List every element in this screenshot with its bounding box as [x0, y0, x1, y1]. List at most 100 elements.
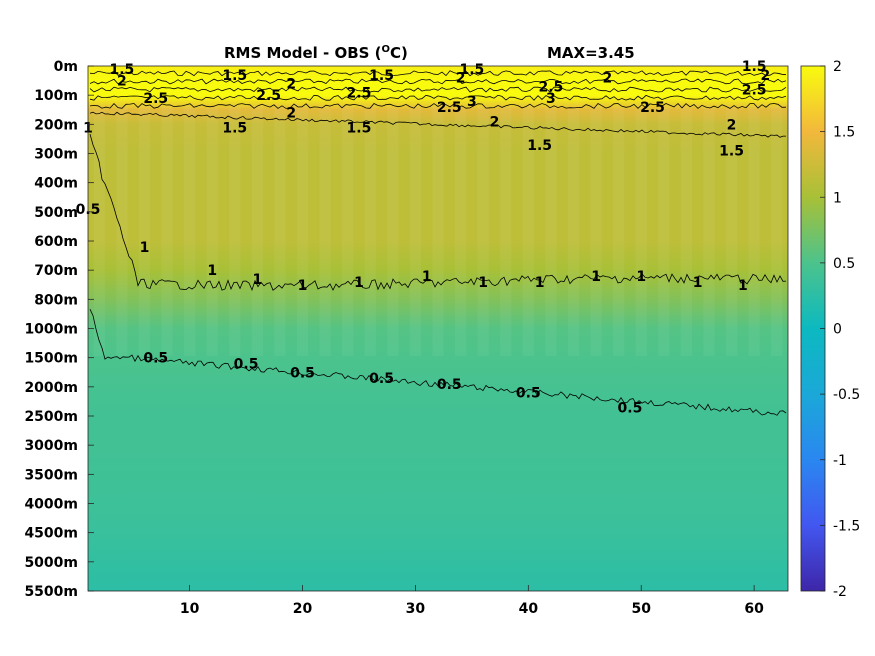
contour-label: 2 — [456, 71, 466, 87]
contour-label: 0.5 — [618, 400, 643, 416]
colorbar-tick-label: -2 — [833, 584, 847, 600]
contour-label: 1.5 — [527, 138, 552, 154]
contour-label: 1.5 — [347, 120, 372, 136]
contour-label: 0.5 — [516, 386, 541, 402]
field-stripe — [93, 106, 105, 356]
contour-label: 2.5 — [256, 88, 281, 104]
x-tick-label: 20 — [293, 601, 313, 617]
field-stripe — [477, 106, 489, 356]
field-stripe — [319, 106, 331, 356]
contour-label: 2.5 — [742, 82, 767, 98]
contour-label: 0.5 — [437, 377, 462, 393]
y-tick-label: 400m — [34, 176, 78, 192]
contour-label: 1 — [693, 275, 703, 291]
contour-label: 1.5 — [719, 144, 744, 160]
colorbar-tick-label: -1 — [833, 453, 847, 469]
contour-label: 1 — [478, 275, 488, 291]
contour-label: 1 — [422, 269, 432, 285]
chart-title: RMS Model - OBS (OC) — [224, 44, 408, 62]
colorbar-tick-label: 0 — [833, 322, 842, 338]
contour-line-1.5 — [89, 111, 786, 138]
field-stripe — [409, 106, 422, 356]
colorbar-gradient — [800, 65, 826, 592]
contour-label: 1 — [298, 278, 308, 294]
contour-label: 3 — [546, 91, 556, 107]
x-tick-label: 30 — [406, 601, 426, 617]
field-stripe — [387, 106, 399, 356]
contour-label: 2.5 — [640, 100, 665, 116]
field-stripe — [500, 106, 512, 356]
contour-label: 1.5 — [742, 59, 767, 75]
x-tick-label: 50 — [631, 601, 651, 617]
field-stripe — [138, 106, 151, 356]
contour-label: 2.5 — [538, 79, 563, 95]
contour-label: 1 — [535, 275, 545, 291]
y-tick-label: 4000m — [24, 497, 78, 513]
field-stripe — [748, 106, 760, 356]
contour-label: 2 — [602, 71, 612, 87]
field-stripe — [342, 106, 354, 356]
colorbar-tick-label: 1.5 — [833, 125, 855, 141]
field-stripe — [658, 106, 670, 356]
y-tick-label: 800m — [34, 292, 78, 308]
colorbar-tick-label: -1.5 — [833, 518, 860, 534]
contour-label: 2.5 — [347, 85, 372, 101]
field-stripe — [771, 106, 783, 356]
x-tick-label: 60 — [744, 601, 764, 617]
colorbar-tick-label: -0.5 — [833, 387, 860, 403]
y-tick-label: 0m — [54, 59, 78, 75]
contour-label: 0.5 — [143, 351, 168, 367]
field-stripe — [590, 106, 602, 356]
colorbar-tick-label: 0.5 — [833, 256, 855, 272]
field-stripe — [116, 106, 128, 356]
contour-label: 1 — [140, 240, 150, 256]
contour-label: 1.5 — [222, 120, 247, 136]
field-stripe — [432, 106, 444, 356]
y-tick-label: 2000m — [24, 380, 78, 396]
field-stripe — [545, 106, 557, 356]
contour-label: 0.5 — [369, 371, 394, 387]
y-tick-label: 3500m — [24, 467, 78, 483]
field-stripe — [703, 106, 715, 356]
colorbar-tick-label: 2 — [833, 59, 842, 75]
y-tick-label: 700m — [34, 263, 78, 279]
contour-label: 1 — [252, 272, 262, 288]
field-stripe — [229, 106, 241, 356]
field-stripe — [680, 106, 693, 356]
contour-label: 1.5 — [222, 68, 247, 84]
y-axis: 0m 100m 200m 300m 400m 500m 600m 700m 800m 1000m 1… — [24, 59, 94, 600]
field-stripe — [206, 106, 218, 356]
field-stripe — [364, 106, 376, 356]
field-texture — [93, 106, 783, 356]
field-stripe — [725, 106, 738, 356]
field-stripe — [635, 106, 647, 356]
field-stripe — [567, 106, 580, 356]
y-tick-label: 1000m — [24, 322, 78, 338]
contour-line-1 — [89, 133, 787, 292]
y-tick-label: 1500m — [24, 351, 78, 367]
contour-line-upper — [89, 70, 787, 77]
contour-label: 2 — [761, 68, 771, 84]
colorbar-tick-label: 1 — [833, 190, 842, 206]
field-stripe — [522, 106, 534, 356]
contour-line-upper — [89, 102, 787, 109]
x-axis: 10 20 30 40 50 60 — [180, 585, 764, 617]
y-tick-label: 300m — [34, 147, 78, 163]
contour-line-upper — [89, 94, 787, 101]
y-tick-label: 5000m — [24, 555, 78, 571]
y-tick-label: 100m — [34, 88, 78, 104]
y-tick-label: 500m — [34, 205, 78, 221]
colorbar-ticks: 2 1.5 1 0.5 0 -0.5 -1 -1.5 -2 — [820, 59, 860, 600]
contour-label: 2 — [286, 77, 296, 93]
field-stripe — [613, 106, 625, 356]
contour-labels: 1.5 1.5 1.5 1.5 1.52 2 2 2 22.5 2.5 2.5 2.5 2.52.5 2.… — [76, 59, 771, 416]
contour-lines — [89, 70, 787, 416]
field-stripe — [274, 106, 286, 356]
contour-label: 2 — [117, 74, 127, 90]
field-stripe — [183, 106, 196, 356]
y-tick-label: 4500m — [24, 526, 78, 542]
contour-label: 2.5 — [143, 91, 168, 107]
contour-label: 0.5 — [290, 365, 315, 381]
field-stripe — [296, 106, 309, 356]
